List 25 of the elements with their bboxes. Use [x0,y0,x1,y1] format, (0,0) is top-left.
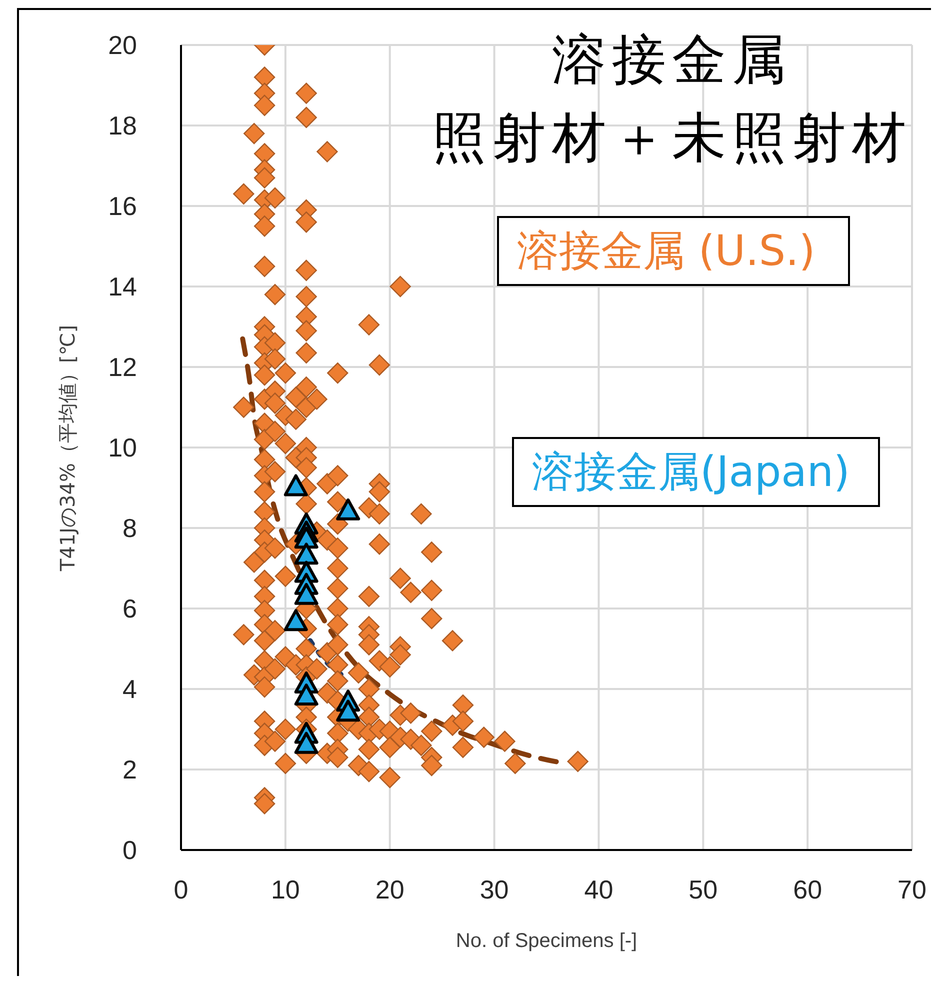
y-tick-label: 4 [122,674,137,704]
x-tick-label: 0 [174,874,188,904]
chart-title: 溶接金属 [552,28,792,92]
x-tick-label: 60 [793,874,822,904]
y-tick-label: 0 [122,835,137,866]
text: 溶接金属 (U.S.) [517,225,816,277]
x-axis-title: No. of Specimens [-] [456,930,638,953]
text: 溶接金属(Japan) [532,446,850,498]
x-tick-label: 10 [270,874,300,904]
x-tick-label: 40 [584,874,614,904]
y-tick-label: 8 [122,513,137,544]
x-tick-label: 30 [480,874,509,904]
y-axis-title: T41Jの34%（平均値）[℃] [54,324,80,571]
text: 照射材＋未照射材 [432,106,912,170]
y-tick-label: 20 [108,30,137,60]
y-tick-label: 14 [108,272,137,302]
y-tick-label: 16 [108,191,137,222]
x-tick-label: 50 [688,874,718,904]
y-tick-label: 6 [122,594,137,624]
y-tick-label: 10 [108,432,137,463]
y-tick-label: 18 [108,110,137,141]
x-tick-label: 70 [898,874,926,904]
y-tick-label: 2 [122,754,137,785]
y-tick-label: 12 [108,352,137,382]
x-tick-label: 20 [375,874,404,904]
